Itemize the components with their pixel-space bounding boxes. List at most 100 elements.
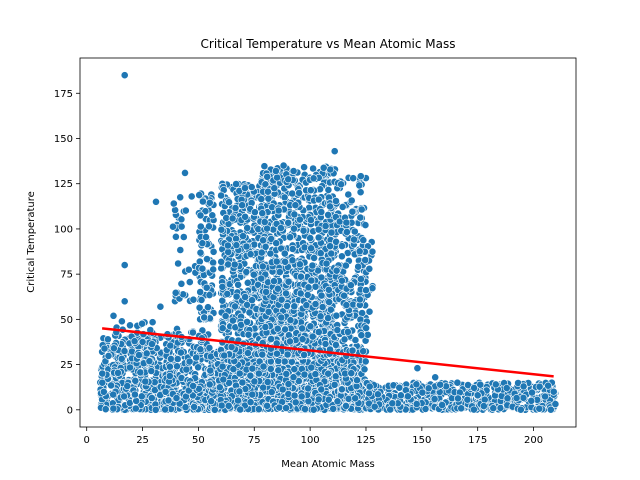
scatter-point	[229, 365, 238, 374]
scatter-point	[181, 168, 189, 177]
scatter-point	[295, 260, 304, 269]
scatter-point	[258, 262, 267, 271]
scatter-point	[104, 335, 112, 344]
scatter-point	[349, 174, 358, 183]
scatter-point	[136, 368, 145, 377]
scatter-point	[120, 392, 128, 401]
scatter-point	[480, 395, 489, 404]
scatter-point	[274, 206, 283, 215]
scatter-point	[284, 277, 293, 286]
scatter-point	[190, 402, 198, 411]
scatter-point	[130, 337, 139, 346]
scatter-point	[224, 401, 233, 410]
scatter-point	[347, 369, 356, 378]
scatter-point	[362, 324, 370, 332]
scatter-point	[215, 383, 224, 392]
scatter-point	[337, 180, 345, 189]
scatter-point	[210, 405, 219, 414]
scatter-point	[173, 362, 181, 371]
scatter-point	[502, 384, 511, 392]
scatter-point	[527, 396, 536, 405]
scatter-point	[239, 232, 247, 240]
scatter-point	[205, 198, 214, 207]
scatter-point	[278, 385, 287, 394]
scatter-point	[330, 380, 339, 389]
scatter-point	[418, 388, 427, 397]
scatter-point	[189, 381, 197, 390]
scatter-point	[114, 368, 122, 377]
scatter-point	[279, 161, 288, 170]
scatter-point	[330, 147, 339, 156]
scatter-point	[430, 395, 439, 403]
scatter-point	[340, 335, 349, 344]
scatter-point	[130, 390, 139, 399]
scatter-point	[202, 233, 210, 241]
scatter-point	[257, 274, 266, 283]
scatter-point	[290, 391, 299, 400]
scatter-point	[148, 340, 156, 348]
scatter-point	[185, 357, 194, 366]
scatter-point	[257, 195, 266, 203]
scatter-point	[291, 398, 300, 407]
scatter-point	[141, 377, 150, 386]
scatter-point	[289, 167, 298, 175]
scatter-point	[98, 378, 107, 387]
y-tick-label: 100	[54, 224, 73, 235]
scatter-point	[355, 181, 364, 190]
scatter-point	[217, 401, 226, 410]
scatter-point	[519, 382, 528, 391]
scatter-point	[304, 397, 313, 406]
x-axis: 0 25 50 75 100 125 150 175 200	[84, 427, 543, 446]
scatter-point	[535, 404, 544, 413]
scatter-point	[244, 349, 252, 357]
scatter-point	[250, 208, 259, 217]
scatter-point	[205, 291, 214, 299]
scatter-point	[234, 396, 242, 405]
scatter-point	[388, 399, 397, 408]
scatter-point	[205, 222, 213, 231]
scatter-point	[311, 282, 320, 291]
y-tick-label: 125	[54, 179, 73, 190]
x-axis-label: Mean Atomic Mass	[281, 459, 375, 470]
scatter-point	[201, 207, 210, 216]
scatter-point	[131, 404, 140, 413]
scatter-point	[205, 380, 214, 389]
scatter-point	[491, 380, 500, 389]
scatter-point	[549, 387, 558, 396]
scatter-point	[192, 353, 201, 362]
scatter-point	[208, 211, 217, 220]
scatter-point	[300, 370, 309, 379]
scatter-point	[358, 309, 366, 317]
scatter-point	[424, 384, 433, 393]
scatter-point	[454, 394, 462, 403]
scatter-point	[195, 303, 204, 312]
y-axis-label: Critical Temperature	[26, 191, 37, 293]
scatter-point	[224, 260, 232, 269]
scatter-point	[126, 363, 134, 372]
scatter-point	[300, 163, 308, 172]
scatter-point	[291, 201, 300, 210]
scatter-point	[259, 383, 268, 392]
scatter-point	[164, 396, 173, 405]
scatter-point	[260, 218, 269, 226]
scatter-point	[324, 395, 333, 404]
scatter-point	[403, 392, 412, 401]
scatter-point	[109, 404, 118, 413]
scatter-point	[218, 282, 227, 291]
scatter-point	[202, 283, 211, 292]
scatter-point	[126, 321, 134, 330]
scatter-point	[361, 221, 370, 229]
scatter-point	[431, 373, 440, 382]
scatter-point	[317, 385, 326, 394]
scatter-point	[342, 218, 351, 227]
scatter-point	[307, 244, 315, 253]
scatter-point	[120, 297, 129, 306]
scatter-point	[263, 401, 271, 410]
scatter-point	[324, 285, 333, 294]
scatter-point	[436, 380, 445, 389]
scatter-point	[365, 264, 374, 273]
scatter-point	[266, 249, 275, 258]
scatter-point	[235, 387, 244, 396]
scatter-point	[282, 369, 291, 378]
scatter-point	[309, 164, 317, 173]
